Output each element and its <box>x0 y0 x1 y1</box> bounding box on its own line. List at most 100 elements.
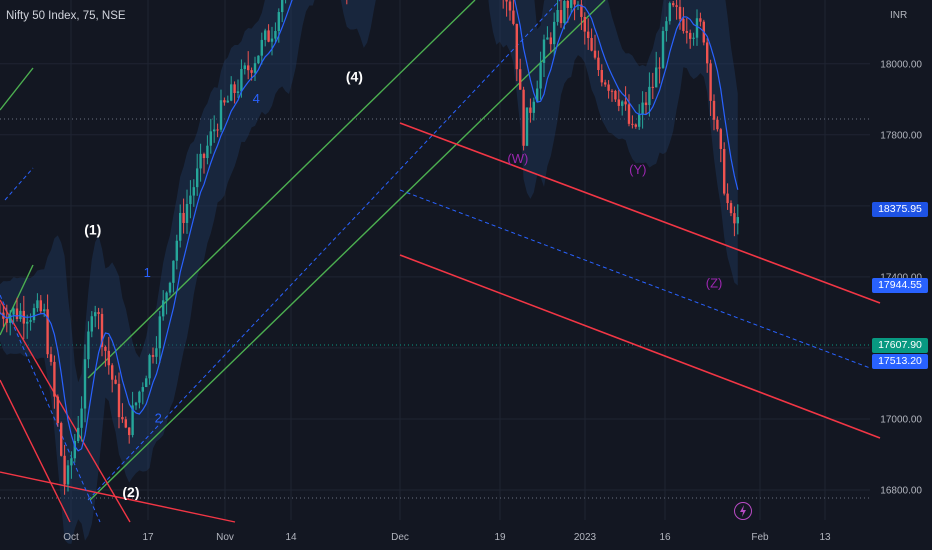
time-tick-label: 19 <box>494 532 506 543</box>
candle <box>600 64 603 87</box>
candle <box>124 416 127 429</box>
candle-body <box>219 100 223 130</box>
candle-body <box>559 10 563 24</box>
candle-body <box>570 0 573 8</box>
candle <box>559 0 563 28</box>
wave-label: (W) <box>507 151 528 166</box>
candle-body <box>124 419 127 428</box>
candle-body <box>66 465 70 485</box>
channel-line <box>0 471 236 523</box>
candle-body <box>128 427 131 436</box>
candle-body <box>563 0 566 24</box>
candle-body <box>77 427 80 441</box>
candle-body <box>141 387 144 392</box>
candle-body <box>678 6 682 19</box>
candle <box>202 152 206 174</box>
candle <box>712 94 716 131</box>
candle-body <box>644 102 648 106</box>
candle <box>63 444 66 495</box>
candle-body <box>32 308 36 321</box>
candle-body <box>60 423 63 456</box>
candle-body <box>63 455 66 485</box>
candle <box>83 344 87 423</box>
candle <box>539 51 542 100</box>
candle <box>665 16 668 42</box>
candle-body <box>573 0 576 5</box>
candle <box>97 307 100 330</box>
candle-body <box>716 119 719 130</box>
candle <box>587 18 590 50</box>
price-tag-last-close: 17607.90 <box>872 338 928 353</box>
candle-body <box>638 114 641 127</box>
candle-body <box>43 309 46 312</box>
candle <box>155 336 158 365</box>
candle <box>593 34 597 60</box>
candle <box>270 26 274 56</box>
candle <box>519 58 522 90</box>
moving-average-line <box>0 0 739 452</box>
candle <box>100 308 104 357</box>
candle-body <box>80 408 83 428</box>
candle-body <box>665 21 668 32</box>
candle <box>165 291 168 315</box>
channel-line <box>399 122 881 304</box>
candle-body <box>621 101 624 106</box>
candle <box>209 118 212 154</box>
wave-label: 4 <box>253 91 260 106</box>
candle <box>253 56 257 82</box>
candle <box>151 347 155 364</box>
candle <box>525 107 529 147</box>
symbol-header[interactable]: Nifty 50 Index, 75, NSE <box>6 10 126 22</box>
candle <box>168 281 172 296</box>
candle-body <box>580 4 583 17</box>
candle <box>148 353 151 385</box>
time-tick-label: Oct <box>63 532 79 543</box>
channel-line <box>87 0 561 501</box>
candle <box>607 80 610 99</box>
candle-body <box>267 30 270 42</box>
candle <box>610 89 614 102</box>
candle <box>709 59 712 116</box>
time-tick-label: 17 <box>142 532 154 543</box>
candle <box>563 0 566 30</box>
candle <box>692 32 695 46</box>
candle-body <box>29 320 32 322</box>
candle-body <box>604 82 607 85</box>
candle <box>15 297 19 322</box>
candle <box>675 0 678 20</box>
channel-line <box>0 294 101 523</box>
candle <box>621 100 624 116</box>
candle-body <box>566 0 569 8</box>
candle-body <box>726 193 729 204</box>
candle <box>699 12 702 27</box>
time-axis: Oct 17 Nov 14 Dec 19 2023 16 Feb 13 <box>63 532 831 543</box>
candle-body <box>583 16 586 32</box>
candle-body <box>206 145 209 159</box>
candle <box>70 451 73 479</box>
candle <box>522 86 525 151</box>
candle-body <box>257 55 260 64</box>
candlestick-series <box>0 0 739 495</box>
candle-body <box>117 383 121 418</box>
candle <box>264 28 267 47</box>
candle <box>66 460 70 492</box>
candle-body <box>685 31 688 33</box>
candle-body <box>736 217 739 224</box>
candle <box>60 421 63 457</box>
candle <box>53 355 56 409</box>
candle <box>546 26 549 40</box>
candle-body <box>26 321 29 324</box>
wave-label: (Z) <box>706 276 723 291</box>
candle-body <box>70 458 73 466</box>
wave-label: (4) <box>346 69 363 85</box>
lightning-icon[interactable] <box>734 502 752 520</box>
candle <box>502 0 504 9</box>
candle-body <box>131 405 134 436</box>
candle <box>689 29 692 49</box>
candle <box>134 401 138 410</box>
candle <box>87 321 90 369</box>
candle-body <box>712 100 716 120</box>
time-tick-label: Nov <box>216 532 234 543</box>
candle-body <box>114 379 117 384</box>
